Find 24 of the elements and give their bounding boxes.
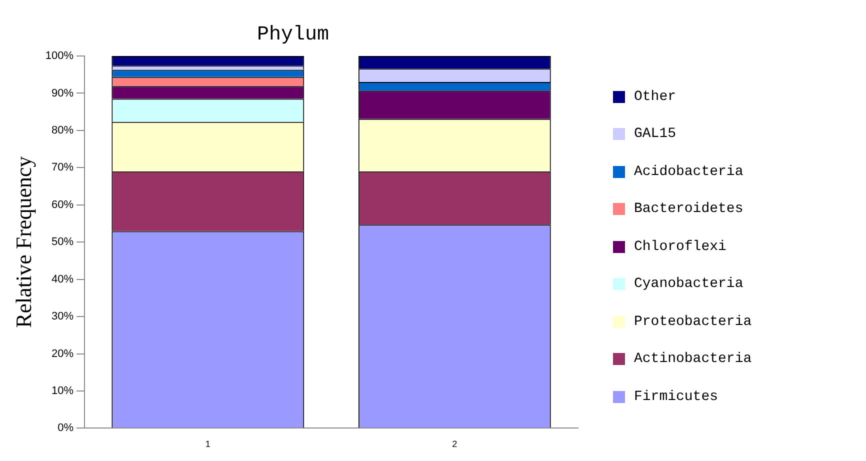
legend-label: Bacteroidetes [634, 201, 744, 218]
y-tick-label: 100% [45, 50, 74, 62]
legend-label: Chloroflexi [634, 238, 726, 255]
legend-label: Actinobacteria [634, 351, 752, 368]
legend-label: Firmicutes [634, 388, 718, 405]
chart-title: Phylum [256, 23, 330, 46]
y-tick-label: 30% [52, 310, 74, 323]
y-tick-label: 50% [52, 236, 74, 248]
legend-label: Other [634, 88, 676, 105]
y-tick-label: 60% [52, 198, 74, 211]
y-tick-label: 20% [52, 348, 74, 360]
y-tick-label: 70% [52, 162, 74, 174]
legend-label: Proteobacteria [634, 314, 752, 330]
y-tick-label: 40% [52, 273, 74, 286]
x-tick-label: 2 [452, 439, 458, 450]
x-tick-label: 1 [205, 439, 210, 450]
y-tick-label: 0% [58, 422, 74, 434]
y-tick-label: 90% [52, 87, 74, 100]
y-axis-title: Relative Frequency [10, 156, 36, 328]
y-tick-label: 80% [52, 124, 74, 136]
legend-label: Cyanobacteria [634, 276, 744, 292]
legend-label: Acidobacteria [634, 164, 744, 180]
legend-label: GAL15 [634, 126, 676, 142]
y-tick-label: 10% [52, 385, 74, 398]
